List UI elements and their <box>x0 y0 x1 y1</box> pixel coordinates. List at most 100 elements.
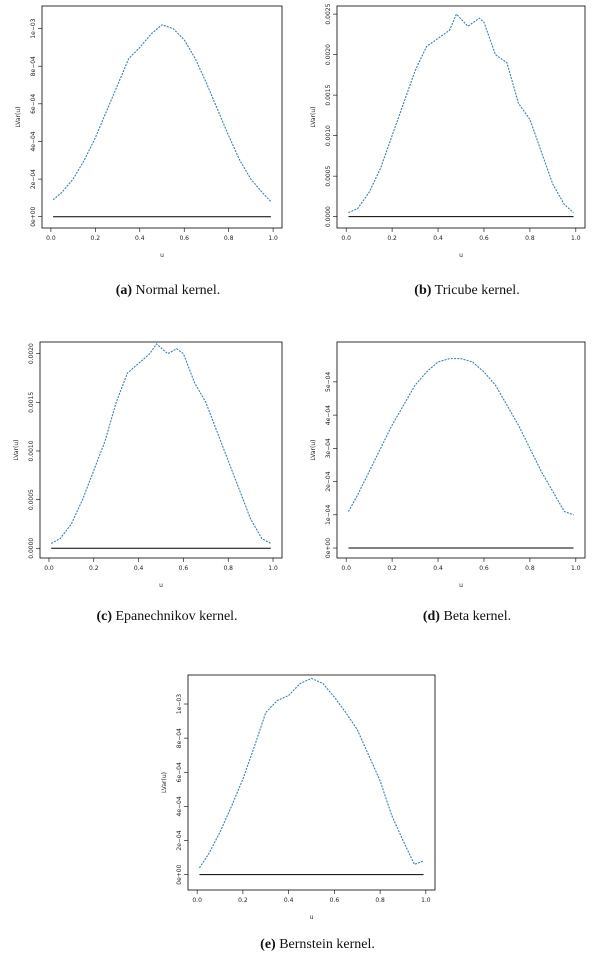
x-tick-label: 0.8 <box>525 565 535 572</box>
x-axis-label: u <box>159 582 163 589</box>
plot-frame <box>41 5 283 229</box>
x-tick-label: 0.6 <box>330 897 340 904</box>
data-line <box>50 343 272 544</box>
y-axis-label: LVar(u) <box>310 440 317 461</box>
y-tick-label: 6e−04 <box>176 762 183 782</box>
plot-frame <box>39 341 283 559</box>
x-axis-label: u <box>160 252 164 259</box>
x-tick-label: 0.0 <box>192 897 202 904</box>
x-tick-label: 0.2 <box>387 235 397 242</box>
y-tick-label: 2e−04 <box>30 169 37 189</box>
x-tick-label: 0.8 <box>224 235 234 242</box>
x-tick-label: 0.4 <box>433 235 443 242</box>
y-tick-label: 0e+00 <box>325 538 332 558</box>
x-tick-label: 1.0 <box>268 565 278 572</box>
panel: 0.0 0.2 0.4 0.6 0.8 1.0 0e+00 1e−04 2e−04 3e−04 4e… <box>310 341 586 624</box>
y-tick-label: 0e+00 <box>30 206 37 226</box>
y-tick-label: 1e−04 <box>325 505 332 525</box>
y-tick-label: 4e−04 <box>30 131 37 151</box>
y-axis-label: LVar(u) <box>13 440 20 461</box>
caption: (c) Epanechnikov kernel. <box>96 609 237 624</box>
y-tick-label: 5e−04 <box>325 372 332 392</box>
x-tick-label: 0.4 <box>134 565 144 572</box>
x-tick-label: 1.0 <box>421 897 431 904</box>
x-axis-label: u <box>459 252 463 259</box>
y-tick-label: 0.0010 <box>325 125 332 146</box>
y-tick-label: 0.0015 <box>325 84 332 105</box>
caption-text: Normal kernel. <box>136 283 221 298</box>
caption-label: (e) <box>260 937 276 952</box>
data-line <box>198 677 424 869</box>
y-tick-label: 3e−04 <box>325 438 332 458</box>
caption: (d) Beta kernel. <box>423 609 511 624</box>
x-tick-label: 1.0 <box>571 235 581 242</box>
plot-frame <box>336 341 586 559</box>
x-tick-label: 0.6 <box>479 565 489 572</box>
x-tick-label: 0.8 <box>375 897 385 904</box>
caption: (a) Normal kernel. <box>116 283 221 298</box>
y-tick-label: 2e−04 <box>325 471 332 491</box>
x-tick-label: 0.2 <box>238 897 248 904</box>
y-axis-label: LVar(u) <box>310 107 317 128</box>
y-tick-label: 0.0020 <box>28 343 35 364</box>
caption: (e) Bernstein kernel. <box>260 937 375 952</box>
y-axis-label: LVar(u) <box>161 772 168 793</box>
caption: (b) Tricube kernel. <box>414 283 519 298</box>
x-tick-label: 0.8 <box>223 565 233 572</box>
y-tick-label: 0.0005 <box>325 165 332 186</box>
x-tick-label: 1.0 <box>268 235 278 242</box>
x-axis-label: u <box>459 582 463 589</box>
caption-label: (d) <box>423 609 440 624</box>
plot-frame <box>187 674 436 891</box>
y-tick-label: 2e−04 <box>176 830 183 850</box>
x-tick-label: 0.2 <box>387 565 397 572</box>
x-tick-label: 0.0 <box>341 235 351 242</box>
y-tick-label: 1e−03 <box>30 18 37 38</box>
panel: 0.0 0.2 0.4 0.6 0.8 1.0 0e+00 2e−04 4e−04 6e−04 8e… <box>161 674 436 952</box>
y-tick-label: 0.0005 <box>28 489 35 510</box>
x-tick-label: 0.0 <box>46 235 56 242</box>
panel: 0.0 0.2 0.4 0.6 0.8 1.0 0e+00 2e−04 4e−04 6e−04 8e… <box>15 5 283 298</box>
y-tick-label: 8e−04 <box>176 728 183 748</box>
y-tick-label: 0.0000 <box>28 538 35 559</box>
y-axis-label: LVar(u) <box>15 107 22 128</box>
caption-text: Bernstein kernel. <box>279 937 375 952</box>
data-line <box>52 24 272 203</box>
x-tick-label: 0.6 <box>179 235 189 242</box>
x-tick-label: 0.4 <box>433 565 443 572</box>
data-line <box>347 358 574 516</box>
x-tick-label: 1.0 <box>571 565 581 572</box>
caption-text: Tricube kernel. <box>435 283 520 298</box>
x-tick-label: 0.4 <box>135 235 145 242</box>
x-tick-label: 0.0 <box>341 565 351 572</box>
x-tick-label: 0.4 <box>284 897 294 904</box>
caption-label: (b) <box>414 283 431 298</box>
panel: 0.0 0.2 0.4 0.6 0.8 1.0 0.0000 0.0005 0.0010 0.00… <box>310 3 586 298</box>
x-axis-label: u <box>310 914 314 921</box>
x-tick-label: 0.6 <box>479 235 489 242</box>
caption-text: Beta kernel. <box>443 609 511 624</box>
y-tick-label: 8e−04 <box>30 56 37 76</box>
x-tick-label: 0.2 <box>89 565 99 572</box>
caption-text: Epanechnikov kernel. <box>115 609 237 624</box>
caption-label: (c) <box>96 609 112 624</box>
x-tick-label: 0.0 <box>44 565 54 572</box>
y-tick-label: 0e+00 <box>176 864 183 884</box>
y-tick-label: 1e−03 <box>176 694 183 714</box>
y-tick-label: 0.0000 <box>325 206 332 227</box>
data-line <box>348 13 574 214</box>
y-tick-label: 0.0020 <box>325 44 332 65</box>
x-tick-label: 0.6 <box>179 565 189 572</box>
y-tick-label: 4e−04 <box>176 796 183 816</box>
y-tick-label: 0.0015 <box>28 392 35 413</box>
y-tick-label: 0.0025 <box>325 3 332 24</box>
x-tick-label: 0.2 <box>91 235 101 242</box>
y-tick-label: 0.0010 <box>28 440 35 461</box>
caption-label: (a) <box>116 283 133 298</box>
plot-frame <box>336 5 586 229</box>
panel: 0.0 0.2 0.4 0.6 0.8 1.0 0.0000 0.0005 0.0010 0.00… <box>13 341 283 624</box>
y-tick-label: 4e−04 <box>325 405 332 425</box>
x-tick-label: 0.8 <box>525 235 535 242</box>
y-tick-label: 6e−04 <box>30 94 37 114</box>
